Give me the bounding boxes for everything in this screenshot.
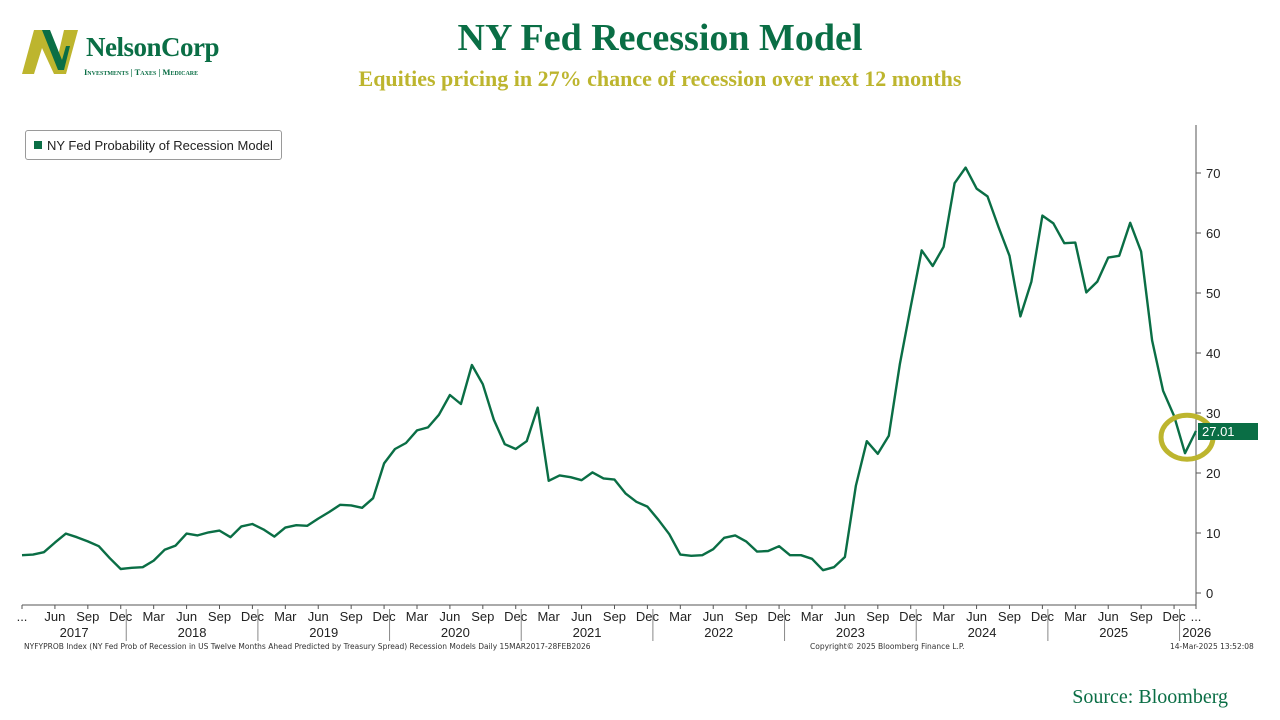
series-line-0 <box>21 166 1198 572</box>
legend-swatch-icon <box>34 141 42 149</box>
x-tick-label: Sep <box>471 609 494 624</box>
logo-n-icon <box>22 30 78 74</box>
x-tick-label: Dec <box>241 609 265 624</box>
x-tick-label: Jun <box>834 609 855 624</box>
x-tick-label: Dec <box>1162 609 1186 624</box>
x-tick-label: Jun <box>571 609 592 624</box>
logo-name: NelsonCorp <box>86 32 220 62</box>
x-tick-label: Sep <box>735 609 758 624</box>
year-label: 2025 <box>1099 625 1128 640</box>
chart-legend: NY Fed Probability of Recession Model <box>25 130 282 160</box>
y-tick-label: 20 <box>1206 466 1220 481</box>
x-tick-label: Jun <box>703 609 724 624</box>
year-label: 2023 <box>836 625 865 640</box>
chart-subtitle: Equities pricing in 27% chance of recess… <box>358 66 962 91</box>
x-axis-years: 2017 2018 2019 2020 2021 2022 2023 2024 2025 2026 <box>60 609 1211 641</box>
year-label: 2026 <box>1182 625 1211 640</box>
year-label: 2021 <box>573 625 602 640</box>
x-tick-label: Sep <box>603 609 626 624</box>
x-tick-label: Sep <box>998 609 1021 624</box>
x-tick-label: Mar <box>537 609 560 624</box>
x-tick-label: Jun <box>44 609 65 624</box>
logo-tagline: Investments | Taxes | Medicare <box>84 67 199 77</box>
index-footnote: NYFYPROB Index (NY Fed Prob of Recession… <box>24 642 591 651</box>
year-label: 2022 <box>704 625 733 640</box>
chart-axes <box>22 125 1197 606</box>
chart-title: NY Fed Recession Model <box>457 17 863 59</box>
x-tick-label: Jun <box>966 609 987 624</box>
x-tick-label: Mar <box>274 609 297 624</box>
last-value-label: 27.01 <box>1202 424 1235 439</box>
x-tick-label: Dec <box>373 609 397 624</box>
x-tick-label: Jun <box>308 609 329 624</box>
x-tick-label: Dec <box>109 609 133 624</box>
x-tick-label: Mar <box>932 609 955 624</box>
x-tick-label: Sep <box>340 609 363 624</box>
last-value-box <box>1198 423 1258 440</box>
year-label: 2024 <box>968 625 997 640</box>
year-label: 2019 <box>309 625 338 640</box>
x-tick-label: Sep <box>1130 609 1153 624</box>
x-tick-label: Jun <box>439 609 460 624</box>
last-value-marker: 27.01 <box>1158 412 1258 462</box>
year-label: 2017 <box>60 625 89 640</box>
y-tick-label: 30 <box>1206 406 1220 421</box>
x-axis-ticks: ... Jun Sep Dec Mar Jun Sep Dec Mar Jun Sep Dec Mar J… <box>17 605 1202 624</box>
x-tick-label: Mar <box>142 609 165 624</box>
y-tick-label: 60 <box>1206 226 1220 241</box>
x-tick-label: Mar <box>669 609 692 624</box>
source-note: Source: Bloomberg <box>1072 686 1228 708</box>
plot-area <box>21 166 1198 572</box>
nelsoncorp-logo: NelsonCorp Investments | Taxes | Medicar… <box>20 26 230 82</box>
legend-label: NY Fed Probability of Recession Model <box>47 137 273 153</box>
x-tick-label: Dec <box>899 609 923 624</box>
x-tick-label: Sep <box>76 609 99 624</box>
timestamp-note: 14-Mar-2025 13:52:08 <box>1170 642 1254 651</box>
x-tick-label: Mar <box>1064 609 1087 624</box>
y-tick-label: 70 <box>1206 166 1220 181</box>
x-tick-label: Dec <box>1031 609 1055 624</box>
y-axis-ticks: 0 10 20 30 40 50 60 70 <box>1196 166 1220 601</box>
year-label: 2020 <box>441 625 470 640</box>
x-tick-label: Jun <box>1098 609 1119 624</box>
x-tick-label: Dec <box>636 609 660 624</box>
x-tick-label: ... <box>17 609 28 624</box>
copyright-note: Copyright© 2025 Bloomberg Finance L.P. <box>810 642 965 651</box>
y-tick-label: 50 <box>1206 286 1220 301</box>
x-tick-label: Dec <box>768 609 792 624</box>
x-tick-label: Dec <box>504 609 528 624</box>
x-tick-label: Sep <box>208 609 231 624</box>
x-tick-label: Sep <box>866 609 889 624</box>
year-label: 2018 <box>178 625 207 640</box>
x-tick-label: Jun <box>176 609 197 624</box>
y-tick-label: 40 <box>1206 346 1220 361</box>
x-tick-label: ... <box>1191 609 1202 624</box>
y-tick-label: 10 <box>1206 526 1220 541</box>
x-tick-label: Mar <box>801 609 824 624</box>
y-tick-label: 0 <box>1206 586 1213 601</box>
x-tick-label: Mar <box>406 609 429 624</box>
